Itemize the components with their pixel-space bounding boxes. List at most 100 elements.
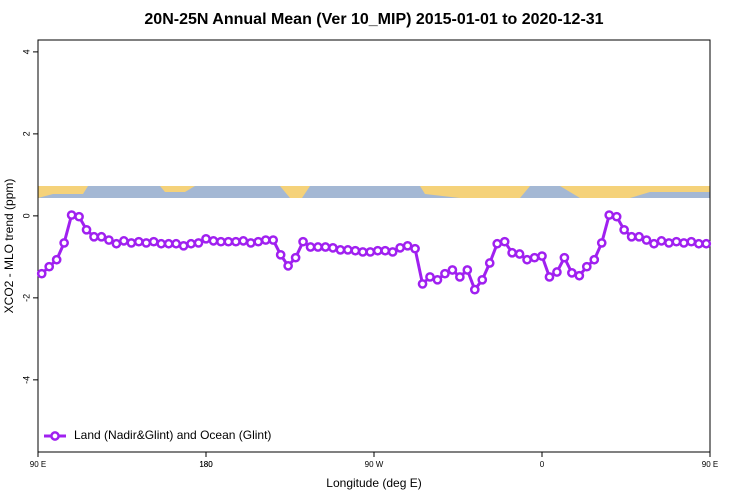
data-point [335,245,346,255]
x-axis-label: Longitude (deg E) [326,476,421,490]
data-point [432,274,443,285]
data-point [350,245,361,256]
data-point [275,249,286,260]
data-point [402,240,413,251]
data-point [514,249,525,259]
data-point [395,242,405,253]
data-point [522,254,532,265]
data-point [693,238,704,249]
data-point [604,210,615,220]
data-point [380,245,391,256]
y-tick-label: 4 [21,49,31,54]
data-point [81,224,92,235]
data-point [231,236,241,247]
data-point [186,238,196,249]
data-point [104,235,114,245]
data-point [126,238,137,248]
data-point [544,272,555,282]
data-point [44,261,55,272]
data-point [66,210,77,220]
map-strip [38,186,710,198]
data-point [201,233,211,244]
data-point [328,242,338,253]
data-point [320,242,331,252]
data-point [671,236,682,247]
data-point [679,238,689,248]
y-axis-label: XCO2 - MLO trend (ppm) [2,179,16,314]
data-point [156,238,167,249]
data-point [634,231,644,242]
data-point [36,268,47,279]
data-point [611,211,622,222]
x-tick-label: 90 W [365,460,384,469]
data-point [245,238,256,248]
data-point [223,236,234,247]
data-point [343,245,353,255]
data-point [141,238,152,248]
y-tick-label: 0 [21,213,31,218]
x-tick-label: 180 [199,460,213,469]
data-point [298,236,308,247]
data-point [74,211,84,222]
data-point [455,272,465,282]
y-tick-label: 2 [21,131,31,136]
data-point [89,231,99,242]
data-point [305,242,316,252]
data-point [581,261,592,272]
data-point [133,236,144,247]
data-point [111,238,122,249]
legend-label: Land (Nadir&Glint) and Ocean (Glint) [74,428,271,442]
data-point [51,254,62,265]
data-point [499,236,510,247]
data-point [387,247,398,257]
data-point [529,252,540,263]
data-point [469,284,480,295]
data-point [664,238,674,248]
y-tick-label: -2 [21,294,31,302]
data-point [417,279,428,289]
data-point [253,236,264,247]
data-point [507,247,517,258]
data-point [574,270,585,281]
x-tick-label: 180 [199,460,213,469]
data-point [567,268,577,278]
data-point [238,236,249,246]
data-point [171,238,181,249]
data-point [425,272,435,282]
data-point [216,236,226,247]
data-point [626,231,637,242]
data-point [193,238,204,248]
data-point [492,238,503,249]
data-point [119,236,129,246]
data-point [484,258,495,268]
data-point [410,243,420,254]
data-point [559,252,570,263]
data-point [619,224,629,235]
data-point [372,245,383,256]
data-point [59,238,69,248]
data-point [148,236,159,247]
x-tick-label: 90 E [702,460,718,469]
data-point [208,236,219,246]
legend-marker [50,431,60,441]
data-point [641,235,652,245]
data-point [552,267,562,277]
data-point [365,247,376,257]
chart-title: 20N-25N Annual Mean (Ver 10_MIP) 2015-01… [144,11,603,28]
data-point [260,235,271,245]
data-point [589,254,600,265]
data-point [268,235,279,245]
y-tick-label: -4 [21,376,31,384]
data-point [96,231,107,242]
x-tick-label: 0 [540,460,545,469]
data-point [163,238,174,249]
data-point [283,261,293,271]
x-tick-label: 90 E [30,460,46,469]
data-point [656,236,667,246]
data-point [596,238,607,248]
data-point [313,242,323,252]
data-point [701,238,712,249]
data-point [686,236,697,247]
data-point [477,274,488,285]
